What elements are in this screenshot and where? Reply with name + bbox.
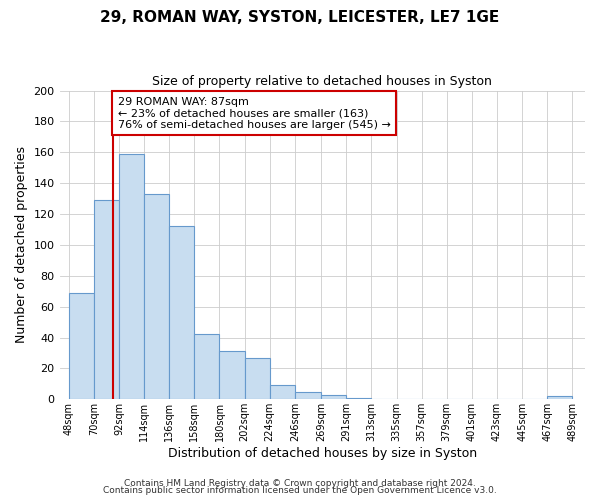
Bar [321, 394, 346, 400]
Bar [245, 358, 270, 400]
X-axis label: Distribution of detached houses by size in Syston: Distribution of detached houses by size … [168, 447, 477, 460]
Bar [119, 154, 144, 400]
Bar [547, 396, 572, 400]
Text: Contains public sector information licensed under the Open Government Licence v3: Contains public sector information licen… [103, 486, 497, 495]
Title: Size of property relative to detached houses in Syston: Size of property relative to detached ho… [152, 75, 492, 88]
Bar [94, 200, 119, 400]
Text: 29 ROMAN WAY: 87sqm
← 23% of detached houses are smaller (163)
76% of semi-detac: 29 ROMAN WAY: 87sqm ← 23% of detached ho… [118, 96, 391, 130]
Bar [346, 398, 371, 400]
Bar [295, 392, 321, 400]
Bar [194, 334, 220, 400]
Bar [68, 293, 94, 400]
Text: Contains HM Land Registry data © Crown copyright and database right 2024.: Contains HM Land Registry data © Crown c… [124, 478, 476, 488]
Bar [169, 226, 194, 400]
Bar [270, 386, 295, 400]
Y-axis label: Number of detached properties: Number of detached properties [15, 146, 28, 344]
Bar [220, 352, 245, 400]
Bar [144, 194, 169, 400]
Text: 29, ROMAN WAY, SYSTON, LEICESTER, LE7 1GE: 29, ROMAN WAY, SYSTON, LEICESTER, LE7 1G… [100, 10, 500, 25]
